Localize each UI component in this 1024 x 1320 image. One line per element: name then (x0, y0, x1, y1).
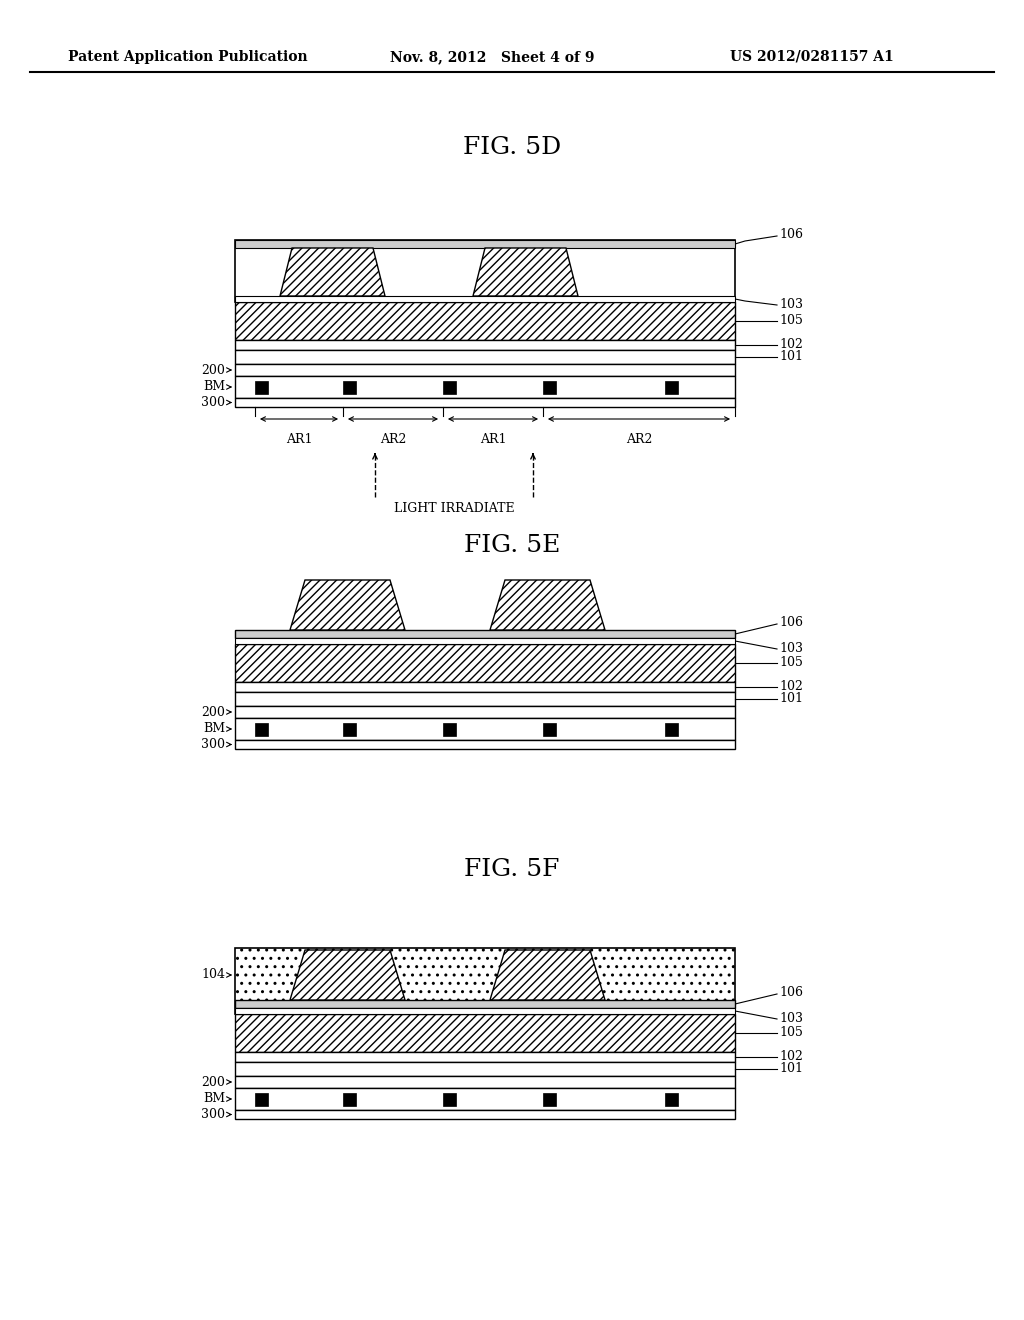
Bar (343, 1093, 356, 1106)
Polygon shape (280, 248, 385, 296)
Text: 101: 101 (779, 1063, 803, 1076)
Text: FIG. 5F: FIG. 5F (464, 858, 560, 882)
Bar (255, 1093, 268, 1106)
Polygon shape (490, 579, 605, 630)
Bar (343, 380, 356, 393)
Bar (665, 722, 678, 735)
Bar (665, 380, 678, 393)
Bar (255, 722, 268, 735)
Bar (234, 364, 735, 376)
Bar (234, 706, 735, 718)
Polygon shape (473, 248, 578, 296)
Bar (234, 1052, 735, 1063)
Text: 300: 300 (201, 1107, 225, 1121)
Bar (234, 350, 735, 364)
Text: 102: 102 (779, 338, 803, 351)
Bar (234, 638, 735, 644)
Text: 104: 104 (201, 969, 225, 982)
Bar (443, 380, 456, 393)
Bar (255, 380, 268, 393)
Text: FIG. 5D: FIG. 5D (463, 136, 561, 160)
Bar (343, 722, 356, 735)
Bar (234, 1001, 735, 1008)
Polygon shape (490, 950, 605, 1001)
Text: 106: 106 (779, 615, 803, 628)
Bar (234, 630, 735, 638)
Bar (234, 1014, 735, 1052)
Polygon shape (290, 579, 406, 630)
Bar (234, 240, 735, 248)
Text: 200: 200 (201, 363, 225, 376)
Text: 101: 101 (779, 351, 803, 363)
Text: 102: 102 (779, 1051, 803, 1064)
Text: FIG. 5E: FIG. 5E (464, 533, 560, 557)
Text: 105: 105 (779, 314, 803, 327)
Text: LIGHT IRRADIATE: LIGHT IRRADIATE (393, 502, 514, 515)
Bar (234, 1076, 735, 1088)
Text: Patent Application Publication: Patent Application Publication (68, 50, 307, 63)
Bar (234, 376, 735, 399)
Text: AR1: AR1 (286, 433, 312, 446)
Text: US 2012/0281157 A1: US 2012/0281157 A1 (730, 50, 894, 63)
Text: 101: 101 (779, 693, 803, 705)
Text: BM: BM (203, 1093, 225, 1106)
Bar (234, 341, 735, 350)
Bar (234, 302, 735, 341)
Bar (543, 1093, 556, 1106)
Bar (543, 722, 556, 735)
Text: AR2: AR2 (626, 433, 652, 446)
Text: BM: BM (203, 722, 225, 735)
Bar (234, 1088, 735, 1110)
Polygon shape (290, 950, 406, 1001)
Text: BM: BM (203, 380, 225, 393)
Bar (234, 1008, 735, 1014)
Text: AR1: AR1 (480, 433, 506, 446)
Bar (665, 1093, 678, 1106)
Bar (443, 1093, 456, 1106)
Bar (234, 240, 735, 302)
Bar (234, 1063, 735, 1076)
Text: Nov. 8, 2012   Sheet 4 of 9: Nov. 8, 2012 Sheet 4 of 9 (390, 50, 595, 63)
Bar (234, 644, 735, 682)
Bar (234, 692, 735, 706)
Text: 200: 200 (201, 705, 225, 718)
Bar (234, 682, 735, 692)
Bar (234, 948, 735, 1014)
Bar (234, 296, 735, 302)
Bar (234, 399, 735, 407)
Text: 106: 106 (779, 986, 803, 998)
Text: 103: 103 (779, 1012, 803, 1026)
Text: 200: 200 (201, 1076, 225, 1089)
Text: 105: 105 (779, 1027, 803, 1040)
Bar (234, 741, 735, 748)
Text: 105: 105 (779, 656, 803, 669)
Text: 300: 300 (201, 396, 225, 409)
Bar (543, 380, 556, 393)
Text: 103: 103 (779, 643, 803, 656)
Bar (234, 1110, 735, 1119)
Text: 300: 300 (201, 738, 225, 751)
Text: 103: 103 (779, 298, 803, 312)
Text: 102: 102 (779, 681, 803, 693)
Text: AR2: AR2 (380, 433, 407, 446)
Text: 106: 106 (779, 227, 803, 240)
Bar (234, 718, 735, 741)
Bar (443, 722, 456, 735)
